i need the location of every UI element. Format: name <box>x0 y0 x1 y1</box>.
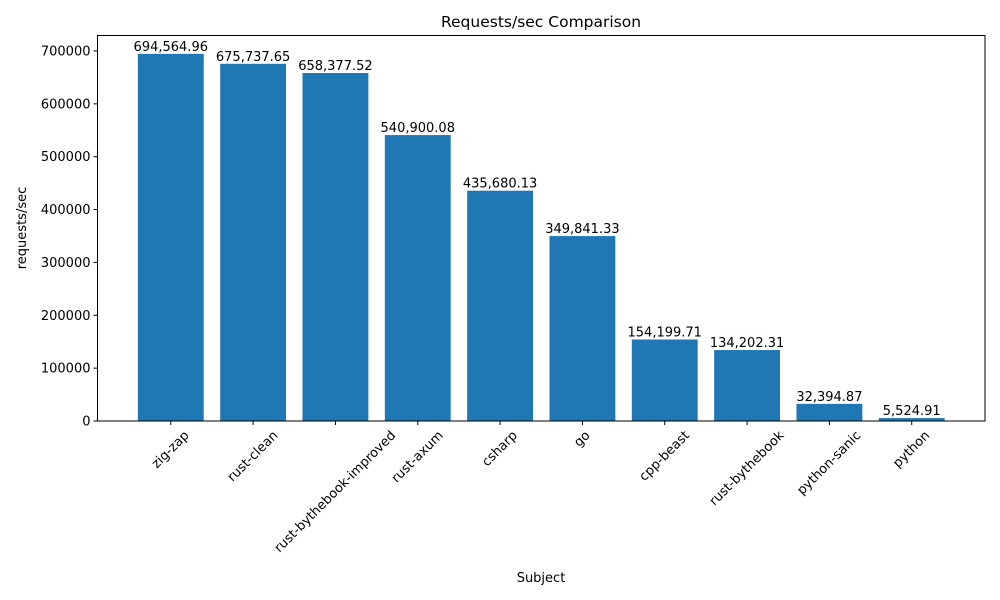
x-tick-label: zig-zap <box>149 428 192 471</box>
x-tick-label: go <box>571 428 593 450</box>
data-label: 349,841.33 <box>545 222 619 237</box>
y-tick-label: 600000 <box>41 97 91 112</box>
y-tick-label: 0 <box>82 415 90 430</box>
bar-zig-zap <box>137 53 204 422</box>
data-label: 675,737.65 <box>216 50 290 65</box>
data-label: 134,202.31 <box>710 336 784 351</box>
y-tick-label: 400000 <box>41 203 91 218</box>
bar-rust-clean <box>220 63 287 421</box>
x-tick-label: rust-bythebook <box>707 428 788 509</box>
x-axis-label: Subject <box>517 571 566 586</box>
bar-go <box>549 236 616 421</box>
bar-rust-bythebook-improved <box>302 72 369 421</box>
bar-python-sanic <box>796 403 863 421</box>
x-tick-label: rust-bythebook-improved <box>272 428 399 555</box>
data-label: 540,900.08 <box>381 121 455 136</box>
data-label: 658,377.52 <box>298 59 372 74</box>
x-tick-label: csharp <box>479 428 521 470</box>
bar-python <box>878 418 945 421</box>
y-tick-label: 300000 <box>41 256 91 271</box>
data-label: 694,564.96 <box>134 40 208 55</box>
bar-csharp <box>467 190 534 421</box>
y-tick-label: 500000 <box>41 150 91 165</box>
y-tick-label: 200000 <box>41 309 91 324</box>
y-tick-label: 700000 <box>41 44 91 59</box>
bar-rust-bythebook <box>714 350 781 421</box>
chart-title: Requests/sec Comparison <box>441 13 641 31</box>
bar-cpp-beast <box>631 339 698 421</box>
x-tick-label: cpp-beast <box>637 428 693 484</box>
y-axis-label: requests/sec <box>15 187 30 270</box>
data-label: 154,199.71 <box>628 325 702 340</box>
x-tick-label: rust-axum <box>389 428 447 486</box>
data-label: 5,524.91 <box>883 404 941 419</box>
x-tick-label: python <box>890 428 933 471</box>
axes-frame <box>97 35 986 422</box>
data-label: 435,680.13 <box>463 177 537 192</box>
bar-rust-axum <box>384 135 451 422</box>
x-tick-label: rust-clean <box>225 428 282 485</box>
y-tick-label: 100000 <box>41 362 91 377</box>
data-label: 32,394.87 <box>796 390 862 405</box>
x-tick-label: python-sanic <box>794 428 864 498</box>
